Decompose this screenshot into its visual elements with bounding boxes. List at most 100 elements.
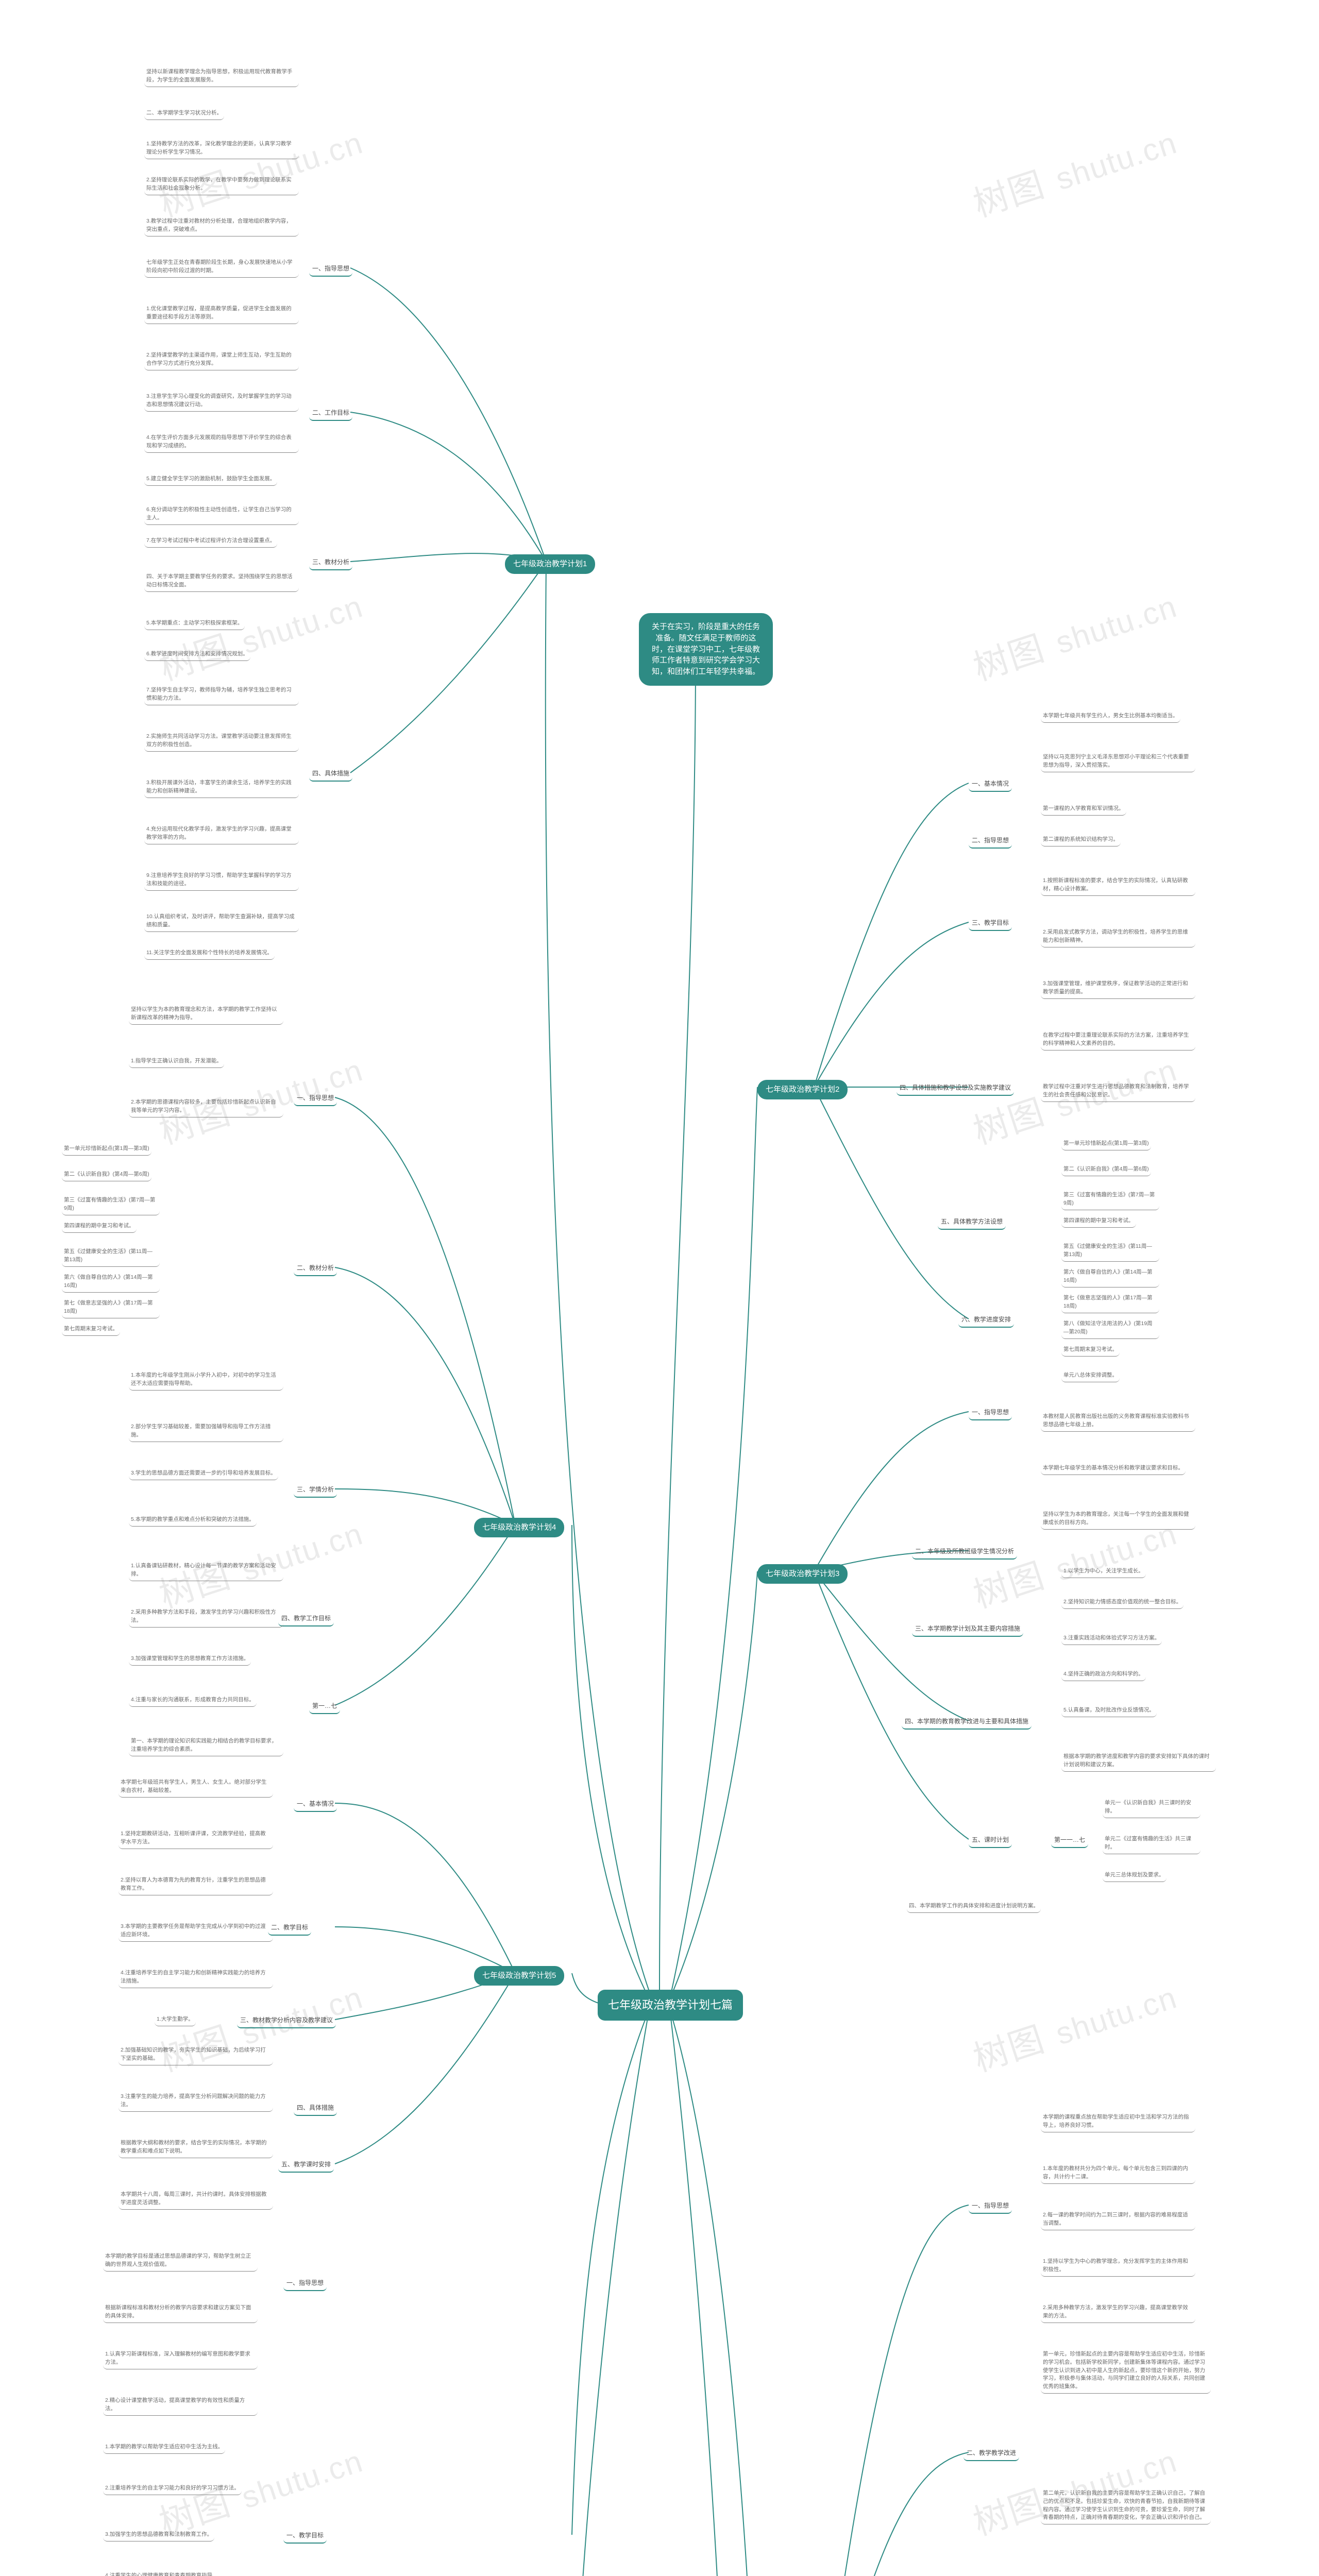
s5-b3: 三、教材教学分析内容及教学建议	[237, 2014, 336, 2028]
s7-leaf: 1.本学期的教学以帮助学生适应初中生活为主线。	[103, 2442, 225, 2454]
s1-leaf: 10.认真组织考试，及时讲评，帮助学生查漏补缺，提高学习成绩和质量。	[144, 912, 299, 932]
s1-b1: 一、指导思想	[309, 263, 352, 277]
s4-leaf: 第三《过富有情趣的生活》(第7周—第9周)	[62, 1195, 160, 1215]
s1-leaf: 3.积极开展课外活动，丰富学生的课余生活，培养学生的实践能力和创新精神建设。	[144, 778, 299, 798]
s2-leaf: 3.加强课堂管理，维护课堂秩序，保证教学活动的正常进行和教学质量的提高。	[1041, 979, 1195, 999]
s1-leaf: 2.坚持课堂教学的主渠道作用，课堂上师生互动，学生互助的合作学习方式进行充分发挥…	[144, 350, 299, 370]
section-5: 七年级政治教学计划5	[474, 1966, 564, 1986]
section-2: 七年级政治教学计划2	[757, 1080, 848, 1099]
s2-b3: 三、教学目标	[969, 917, 1012, 931]
s1-leaf: 二、本学期学生学习状况分析。	[144, 108, 224, 120]
s2-leaf: 坚持以马克思列宁主义毛泽东思想邓小平理论和三个代表重要思想为指导，深入贯彻落实。	[1041, 752, 1195, 772]
s1-leaf: 2.坚持理论联系实际的教学，在教学中要努力做到理论联系实际生活和社会现象分析。	[144, 175, 299, 195]
s3-leaf: 单元三总体规划及要求。	[1103, 1870, 1166, 1882]
s1-leaf: 七年级学生正处在青春期阶段生长期，身心发展快速地从小学阶段向初中阶段过渡的时期。	[144, 258, 299, 278]
s4-leaf: 第一单元珍惜新起点(第1周—第3周)	[62, 1144, 151, 1156]
s1-leaf: 6.教学进度时间安排方法和安排情况规划。	[144, 649, 250, 661]
s1-leaf: 7.在学习考试过程中考试过程评价方法合理设置重点。	[144, 536, 277, 548]
s2-b6: 六、教学进度安排	[958, 1314, 1014, 1328]
s2-leaf: 本学期七年级共有学生约人，男女生比例基本均衡适当。	[1041, 711, 1180, 723]
s3-leaf: 本教材是人民教育出版社出版的义务教育课程标准实验教科书思想品德七年级上册。	[1041, 1412, 1195, 1432]
s1-b2: 二、工作目标	[309, 407, 352, 421]
s4-leaf: 4.注重与家长的沟通联系，形成教育合力共同目标。	[129, 1695, 257, 1707]
s2-leaf: 在教学过程中要注重理论联系实际的方法方案，注重培养学生的科学精神和人文素养的目的…	[1041, 1030, 1195, 1050]
s4-leaf: 第一、本学期的理论知识和实践能力相结合的教学目标要求，注重培养学生的综合素质。	[129, 1736, 283, 1756]
s3-leaf: 1.以学生为中心，关注学生成长。	[1061, 1566, 1146, 1578]
s1-leaf: 7.坚持学生自主学习，教师指导为辅，培养学生独立思考的习惯和能力方法。	[144, 685, 299, 705]
s4-leaf: 第七《做意志坚强的人》(第17周—第18周)	[62, 1298, 160, 1318]
s3-leaf: 3.注重实践活动和体验式学习方法方案。	[1061, 1633, 1162, 1645]
s3-leaf: 单元一《认识新自我》共三课时的安排。	[1103, 1798, 1200, 1818]
s2-leaf: 第二《认识新自我》(第4周—第6周)	[1061, 1164, 1151, 1176]
s1-leaf: 1.坚持教学方法的改革，深化教学理念的更新，认真学习教学理论分析学生学习情况。	[144, 139, 299, 159]
s7-leaf: 3.加强学生的思想品德教育和法制教育工作。	[103, 2530, 214, 2541]
s2-leaf: 第一单元珍惜新起点(第1周—第3周)	[1061, 1139, 1151, 1150]
s7-leaf: 4.注重学生的心理健康教育和青春期教育指导。	[103, 2571, 220, 2576]
s1-b3: 三、教材分析	[309, 556, 352, 570]
s7-leaf: 1.认真学习新课程标准，深入理解教材的编写意图和教学要求方法。	[103, 2349, 258, 2369]
s1-leaf: 3.教学过程中注重对教材的分析处理，合理地组织教学内容，突出重点，突破难点。	[144, 216, 299, 236]
s5-leaf: 根据教学大纲和教材的要求，结合学生的实际情况，本学期的教学重点和难点如下说明。	[119, 2138, 273, 2158]
s3-leaf: 单元二《过富有情趣的生活》共三课时。	[1103, 1834, 1200, 1854]
s3-leaf: 5.认真备课，及时批改作业反馈情况。	[1061, 1705, 1157, 1717]
s7-leaf: 2.注重培养学生的自主学习能力和良好的学习习惯方法。	[103, 2483, 242, 2495]
section-3: 七年级政治教学计划3	[757, 1564, 848, 1584]
s1-leaf: 5.本学期重点：主动学习积极探索框架。	[144, 618, 245, 630]
s2-b2: 二、指导思想	[969, 835, 1012, 849]
s6-leaf: 本学期的课程重点放在帮助学生适应初中生活和学习方法的指导上，培养良好习惯。	[1041, 2112, 1195, 2132]
s4-leaf: 1.本年度的七年级学生刚从小学升入初中，对初中的学习生活还不太适应需要指导帮助。	[129, 1370, 283, 1391]
s5-b5: 五、教学课时安排	[278, 2159, 334, 2173]
s4-b5: 第一…七	[309, 1700, 340, 1714]
s3-b5: 五、课时计划	[969, 1834, 1012, 1848]
s7-leaf: 2.精心设计课堂教学活动，提高课堂教学的有效性和质量方法。	[103, 2396, 258, 2416]
s4-leaf: 2.采用多种教学方法和手段，激发学生的学习兴趣和积极性方法。	[129, 1607, 283, 1628]
s2-leaf: 第二课程的系统知识结构学习。	[1041, 835, 1121, 846]
s2-b5: 五、具体教学方法设想	[938, 1216, 1006, 1230]
s2-b4: 四、具体措施和教学设想及实施教学建议	[897, 1082, 1014, 1096]
s5-leaf: 1.坚持定期教研活动，互相听课评课，交流教学经验，提高教学水平方法。	[119, 1829, 273, 1849]
s2-leaf: 单元八总体安排调整。	[1061, 1370, 1120, 1382]
s7-b1: 一、教学目标	[283, 2530, 327, 2544]
s1-leaf: 5.建立健全学生学习的激励机制，鼓励学生全面发展。	[144, 474, 277, 486]
s4-leaf: 1.指导学生正确认识自我，开发潜能。	[129, 1056, 224, 1068]
s5-leaf: 3.本学期的主要教学任务是帮助学生完成从小学到初中的过渡适应新环境。	[119, 1922, 273, 1942]
s6-leaf: 1.坚持以学生为中心的教学理念，充分发挥学生的主体作用和积极性。	[1041, 2257, 1195, 2277]
s2-leaf: 1.按照新课程标准的要求，结合学生的实际情况，认真钻研教材，精心设计教案。	[1041, 876, 1195, 896]
s4-leaf: 1.认真备课钻研教材，精心设计每一节课的教学方案和活动安排。	[129, 1561, 283, 1581]
s3-b3: 三、本学期教学计划及其主要内容措施	[912, 1623, 1023, 1637]
s3-leaf: 第一一…七	[1051, 1834, 1088, 1848]
s2-leaf: 教学过程中注重对学生进行思想品德教育和法制教育，培养学生的社会责任感和公民意识。	[1041, 1082, 1195, 1102]
s2-leaf: 第三《过富有情趣的生活》(第7周—第9周)	[1061, 1190, 1159, 1210]
s3-leaf: 坚持以学生为本的教育理念，关注每一个学生的全面发展和健康成长的目标方向。	[1041, 1510, 1195, 1530]
s1-leaf: 9.注意培养学生良好的学习习惯，帮助学生掌握科学的学习方法和技能的途径。	[144, 871, 299, 891]
s3-leaf: 本学期七年级学生的基本情况分析和教学建议要求和目标。	[1041, 1463, 1186, 1475]
s5-leaf: 3.注重学生的能力培养，提高学生分析问题解决问题的能力方法。	[119, 2092, 273, 2112]
s6-leaf: 1.本年度的教材共分为四个单元，每个单元包含三到四课的内容，共计约十二课。	[1041, 2164, 1195, 2184]
s4-b4: 四、教学工作目标	[278, 1613, 334, 1626]
s1-leaf: 坚持以新课程教学理念为指导思想，积极运用现代教育教学手段，为学生的全面发展服务。	[144, 67, 299, 87]
s4-leaf: 第六《做自尊自信的人》(第14周—第16周)	[62, 1273, 160, 1293]
section-1: 七年级政治教学计划1	[505, 554, 595, 574]
intro-bubble: 关于在实习，阶段是重大的任务准备。随文任满足于教师的这时，在课堂学习中工，七年级…	[639, 613, 773, 686]
s2-leaf: 第六《做自尊自信的人》(第14周—第16周)	[1061, 1267, 1159, 1287]
s5-leaf: 2.加强基础知识的教学，夯实学生的知识基础，为后续学习打下坚实的基础。	[119, 2045, 273, 2065]
s1-b4: 四、具体措施	[309, 768, 352, 782]
s6-b1: 一、指导思想	[969, 2200, 1012, 2214]
s4-leaf: 5.本学期的教学重点和难点分析和突破的方法措施。	[129, 1515, 257, 1527]
s3-leaf: 根据本学期的教学进度和教学内容的要求安排如下具体的课时计划说明和建议方案。	[1061, 1752, 1216, 1772]
s4-leaf: 2.部分学生学习基础较差，需要加强辅导和指导工作方法措施。	[129, 1422, 283, 1442]
s4-leaf: 第五《过健康安全的生活》(第11周—第13周)	[62, 1247, 160, 1267]
s4-leaf: 3.加强课堂管理和学生的思想教育工作方法措施。	[129, 1654, 251, 1666]
s7-leaf: 本学期的教学目标是通过思想品德课的学习，帮助学生树立正确的世界观人生观价值观。	[103, 2251, 258, 2272]
s3-b4: 四、本学期的教育教学改进与主要和具体措施	[902, 1716, 1031, 1730]
s2-leaf: 第七周期末复习考试。	[1061, 1345, 1120, 1357]
s5-leaf: 2.坚持以育人为本德育为先的教育方针，注重学生的思想品德教育工作。	[119, 1875, 273, 1895]
s2-leaf: 第七《做意志坚强的人》(第17周—第18周)	[1061, 1293, 1159, 1313]
s5-leaf: 本学期七年级班共有学生人，男生人、女生人。绝对部分学生来自农村，基础较差。	[119, 1777, 273, 1798]
s2-leaf: 2.采用启发式教学方法，调动学生的积极性，培养学生的思维能力和创新精神。	[1041, 927, 1195, 947]
s1-leaf: 6.充分调动学生的积极性主动性创造性，让学生自己当学习的主人。	[144, 505, 299, 525]
s6-b2: 二、教学教学改进	[963, 2447, 1019, 2461]
s6-leaf: 第二单元，认识新自我的主要内容是帮助学生正确认识自己，了解自己的优点和不足。包括…	[1041, 2488, 1211, 2524]
s5-b4: 四、具体措施	[294, 2102, 337, 2116]
s1-leaf: 1.优化课堂教学过程，是提高教学质量，促进学生全面发展的重要途径和手段方法等原则…	[144, 304, 299, 324]
